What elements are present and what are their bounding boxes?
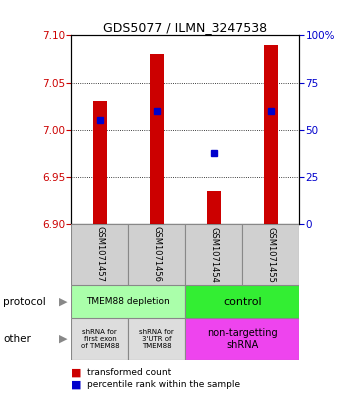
Text: other: other	[3, 334, 31, 344]
Bar	[129, 224, 185, 285]
Bar	[242, 224, 299, 285]
Bar	[71, 224, 129, 285]
Text: TMEM88 depletion: TMEM88 depletion	[86, 297, 170, 306]
Bar	[71, 318, 129, 360]
Bar	[264, 45, 278, 224]
Text: shRNA for
first exon
of TMEM88: shRNA for first exon of TMEM88	[81, 329, 119, 349]
Text: ■: ■	[71, 367, 82, 378]
Text: non-targetting
shRNA: non-targetting shRNA	[207, 328, 277, 350]
Text: ■: ■	[71, 379, 82, 389]
Bar	[185, 318, 299, 360]
Text: control: control	[223, 297, 261, 307]
Text: GSM1071456: GSM1071456	[152, 226, 161, 283]
Bar	[71, 285, 185, 318]
Text: ▶: ▶	[58, 334, 67, 344]
Bar	[150, 54, 164, 224]
Text: GSM1071454: GSM1071454	[209, 226, 218, 283]
Bar	[129, 318, 185, 360]
Bar	[93, 101, 107, 224]
Text: GSM1071455: GSM1071455	[266, 226, 275, 283]
Text: shRNA for
3'UTR of
TMEM88: shRNA for 3'UTR of TMEM88	[139, 329, 174, 349]
Title: GDS5077 / ILMN_3247538: GDS5077 / ILMN_3247538	[103, 21, 267, 34]
Text: ▶: ▶	[58, 297, 67, 307]
Text: protocol: protocol	[3, 297, 46, 307]
Text: transformed count: transformed count	[87, 368, 171, 377]
Bar	[185, 285, 299, 318]
Text: GSM1071457: GSM1071457	[96, 226, 104, 283]
Bar	[207, 191, 221, 224]
Bar	[185, 224, 242, 285]
Text: percentile rank within the sample: percentile rank within the sample	[87, 380, 240, 389]
